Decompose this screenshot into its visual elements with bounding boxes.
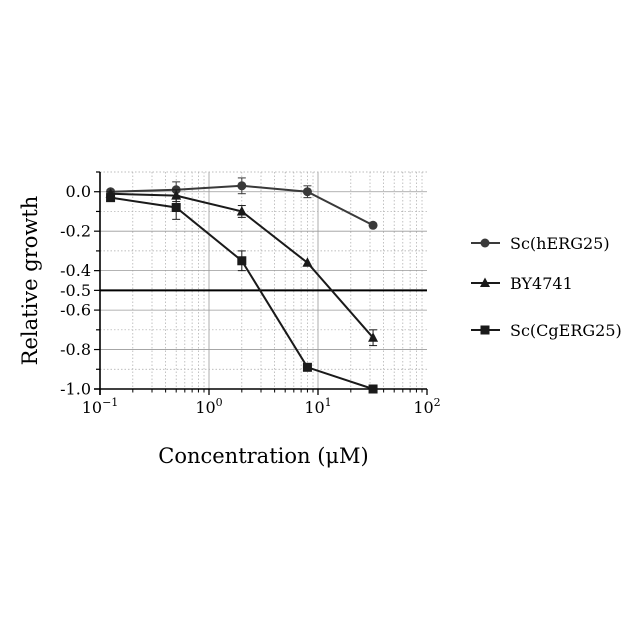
legend-label: Sc(CgERG25) [510, 321, 622, 340]
axes [94, 172, 427, 395]
data-point [369, 385, 378, 394]
x-tick-label: 100 [195, 396, 222, 417]
data-point [302, 257, 312, 267]
legend-item: BY4741 [471, 274, 573, 293]
y-tick-label: 0.0 [66, 182, 91, 201]
data-point [237, 256, 246, 265]
y-axis-title: Relative growth [18, 196, 42, 366]
y-tick-label: -0.5 [60, 281, 91, 300]
data-point [303, 363, 312, 372]
y-tick-label: -1.0 [60, 380, 91, 399]
grid [100, 172, 427, 389]
y-tick-label: -0.6 [60, 301, 91, 320]
data-point [172, 203, 181, 212]
data-point [369, 221, 378, 230]
data-point [237, 181, 246, 190]
legend: Sc(hERG25) BY4741 Sc(CgERG25) [471, 234, 622, 340]
data-point [106, 193, 115, 202]
legend-item: Sc(hERG25) [471, 234, 610, 253]
y-tick-label: -0.4 [60, 261, 91, 280]
legend-marker [481, 239, 490, 248]
x-tick-label: 101 [304, 396, 331, 417]
legend-label: BY4741 [510, 274, 573, 293]
x-tick-label: 10−1 [82, 396, 119, 417]
x-tick-label: 102 [413, 396, 440, 417]
y-tick-label: -0.2 [60, 222, 91, 241]
x-axis-title: Concentration (μM) [158, 444, 368, 468]
y-tick-label: -0.8 [60, 340, 91, 359]
legend-item: Sc(CgERG25) [471, 321, 622, 340]
legend-label: Sc(hERG25) [510, 234, 610, 253]
legend-marker [481, 326, 490, 335]
series-2 [106, 193, 377, 393]
data-point [303, 187, 312, 196]
